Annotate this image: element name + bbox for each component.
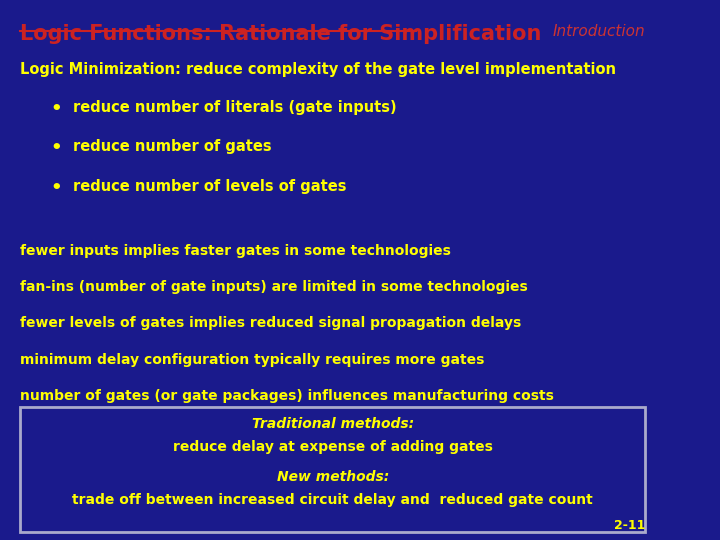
FancyBboxPatch shape [20, 407, 645, 532]
Text: trade off between increased circuit delay and  reduced gate count: trade off between increased circuit dela… [72, 493, 593, 507]
Text: •: • [50, 139, 63, 157]
Text: Introduction: Introduction [553, 24, 645, 39]
Text: number of gates (or gate packages) influences manufacturing costs: number of gates (or gate packages) influ… [20, 389, 554, 403]
Text: •: • [50, 179, 63, 197]
Text: reduce number of literals (gate inputs): reduce number of literals (gate inputs) [73, 100, 397, 115]
Text: •: • [50, 100, 63, 118]
Text: Logic Minimization: reduce complexity of the gate level implementation: Logic Minimization: reduce complexity of… [20, 62, 616, 77]
Text: fewer inputs implies faster gates in some technologies: fewer inputs implies faster gates in som… [20, 244, 451, 258]
Text: New methods:: New methods: [276, 470, 389, 484]
Text: 2-11: 2-11 [614, 519, 645, 532]
Text: fewer levels of gates implies reduced signal propagation delays: fewer levels of gates implies reduced si… [20, 316, 521, 330]
Text: minimum delay configuration typically requires more gates: minimum delay configuration typically re… [20, 353, 485, 367]
Text: reduce delay at expense of adding gates: reduce delay at expense of adding gates [173, 440, 492, 454]
Text: reduce number of gates: reduce number of gates [73, 139, 272, 154]
Text: reduce number of levels of gates: reduce number of levels of gates [73, 179, 346, 194]
Text: Logic Functions: Rationale for Simplification: Logic Functions: Rationale for Simplific… [20, 24, 541, 44]
Text: Traditional methods:: Traditional methods: [251, 417, 414, 431]
Text: fan-ins (number of gate inputs) are limited in some technologies: fan-ins (number of gate inputs) are limi… [20, 280, 528, 294]
